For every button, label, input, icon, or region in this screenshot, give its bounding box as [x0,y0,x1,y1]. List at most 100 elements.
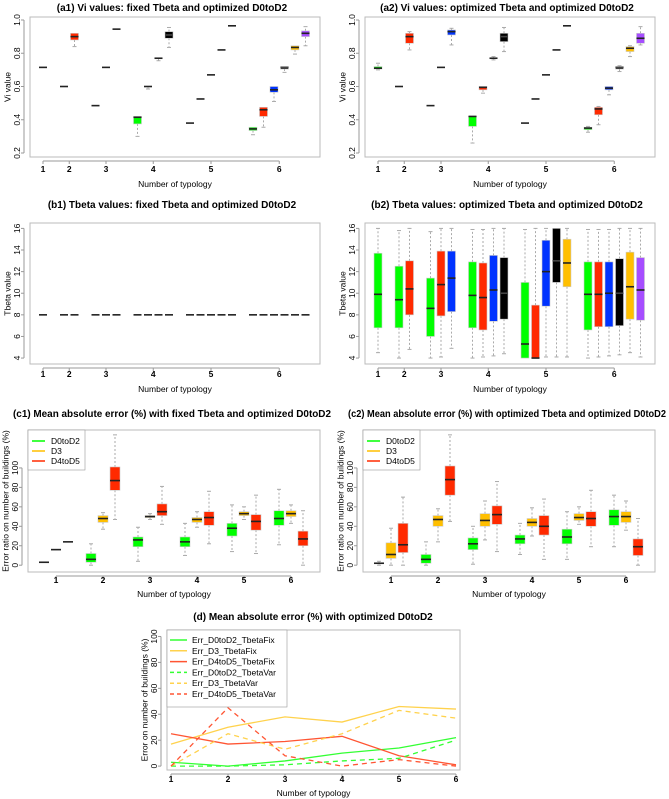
y-tick-label: 0.2 [347,147,357,159]
box-b2-g6-1 [583,228,593,359]
box-body [447,250,456,312]
box-a1-g4-3 [154,57,163,62]
box-body [499,32,509,42]
box-body [520,282,530,359]
box-c1-g6-3 [297,510,309,566]
x-axis-label: Number of typology [138,384,212,394]
legend-frame [362,429,421,471]
y-tick-label: 10 [12,288,22,298]
box-body [226,523,238,537]
x-tick-label: 6 [612,369,617,379]
box-a1-g4-2 [144,85,152,90]
plot-frame [29,16,321,158]
x-tick-label: 3 [283,774,288,784]
box-a2-g4-2 [478,86,488,94]
y-tick-label: 60 [345,502,355,512]
box-body [541,239,551,307]
y-tick-label: 100 [10,461,20,475]
x-tick-label: 3 [104,369,109,379]
box-c1-g5-1 [226,504,238,553]
x-tick-label: 3 [104,164,109,174]
legend-label: Err_D0toD2_TbetaFix [192,635,275,645]
box-c1-g3-2 [144,513,156,520]
chart-title: (b1) Tbeta values: fixed Tbeta and optim… [48,200,297,211]
box-b2-g6-2 [594,228,603,358]
legend-label: Err_D0toD2_TbetaVar [192,667,276,677]
legend-label: Err_D3_TbetaVar [192,678,258,688]
y-tick-label: 0.2 [12,147,22,159]
x-axis-label: Number of typology [473,384,547,394]
box-body [250,514,262,531]
plot-frame [364,16,656,158]
legend-label: D4toD5 [51,456,80,466]
series-line-err-d4tod5-tbetavar [170,706,457,767]
box-b2-g6-6 [636,227,645,358]
x-tick-label: 2 [436,575,441,585]
y-tick-label: 10 [347,288,357,298]
y-axis-label: Vi value [2,72,12,102]
box-c2-g2-2 [432,508,444,543]
y-tick-label: 0.6 [12,80,22,92]
x-tick-label: 3 [439,164,444,174]
y-tick-label: 12 [347,267,357,277]
x-tick-label: 5 [209,164,214,174]
x-tick-label: 3 [439,369,444,379]
legend-label: D0toD2 [386,436,415,446]
box-c2-g6-1 [608,494,620,548]
y-tick-label: 40 [10,521,20,531]
plot-frame [364,222,656,365]
box-b2-g6-5 [625,227,635,354]
x-tick-label: 4 [151,369,156,379]
box-body [615,258,624,326]
x-tick-label: 2 [101,575,106,585]
y-axis-label: Tbeta value [2,271,12,316]
x-tick-label: 1 [41,164,46,174]
box-b2-g1-1 [373,227,383,354]
box-body [203,511,215,526]
y-tick-label: 0.4 [12,114,22,126]
y-tick-label: 80 [149,657,159,667]
x-tick-label: 6 [277,164,282,174]
chart-d: (d) Mean absolute error (%) with optimiz… [139,612,461,798]
y-tick-label: 8 [347,312,357,317]
box-a2-g1-1 [373,62,383,71]
box-c2-g5-1 [561,511,573,560]
box-body [156,503,168,516]
y-tick-label: 0.8 [347,47,357,59]
x-axis-label: Number of typology [137,589,211,599]
x-tick-label: 4 [151,164,156,174]
plot-frame [27,429,321,573]
box-c2-g4-3 [538,498,550,560]
y-tick-label: 0.6 [347,80,357,92]
y-tick-label: 40 [345,521,355,531]
y-tick-label: 8 [12,312,22,317]
box-a1-g2-2 [70,32,79,48]
box-c1-g4-1 [179,522,191,556]
series-line-err-d0tod2-tbetavar [170,739,457,767]
y-tick-label: 80 [345,482,355,492]
x-tick-label: 2 [67,164,72,174]
x-tick-label: 4 [340,774,345,784]
chart-title: (a1) Vi values: fixed Tbeta and optimize… [57,3,288,14]
chart-title: (c2) Mean absolute error (%) with optimi… [348,409,666,420]
x-tick-label: 3 [148,575,153,585]
box-c2-g6-2 [620,500,632,531]
legend-label: Err_D4toD5_TbetaVar [192,689,276,699]
box-b2-g3-3 [447,227,456,349]
y-tick-label: 100 [149,629,159,643]
box-c2-g1-3 [397,496,409,566]
box-body [594,106,603,116]
y-tick-label: 20 [149,735,159,745]
legend: Err_D0toD2_TbetaFixErr_D3_TbetaFixErr_D4… [166,629,288,708]
box-body [405,32,414,44]
legend-frame [27,429,86,471]
x-tick-label: 4 [195,575,200,585]
box-c2-g1-1 [374,560,384,566]
y-axis-label: Vi value [337,72,347,102]
chart-a1: (a1) Vi values: fixed Tbeta and optimize… [2,3,321,189]
chart-b1: (b1) Tbeta values: fixed Tbeta and optim… [2,200,321,394]
box-b2-g5-3 [541,227,551,358]
box-body [397,523,409,553]
